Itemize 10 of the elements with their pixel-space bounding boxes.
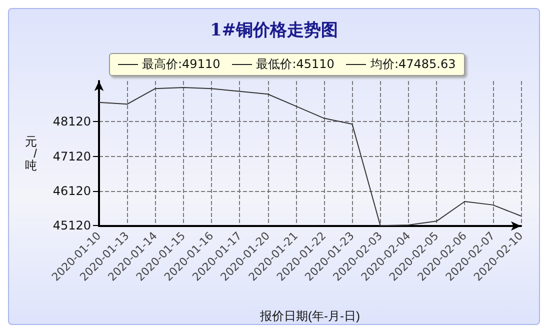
y-axis-title: 元/吨 (25, 134, 38, 172)
x-axis-title: 报价日期(年-月-日) (259, 309, 360, 323)
text: 最高价:49110 (142, 56, 220, 73)
y-tick-label: 46120 (52, 184, 91, 198)
text: 最低价:45110 (256, 56, 334, 73)
y-tick-label: 48120 (52, 114, 91, 129)
y-tick-label: 47120 (52, 149, 91, 164)
text: 均价:47485.63 (370, 56, 456, 73)
y-tick-label: 45120 (52, 218, 91, 232)
chart-title: 1#铜价格走势图 (210, 20, 338, 40)
